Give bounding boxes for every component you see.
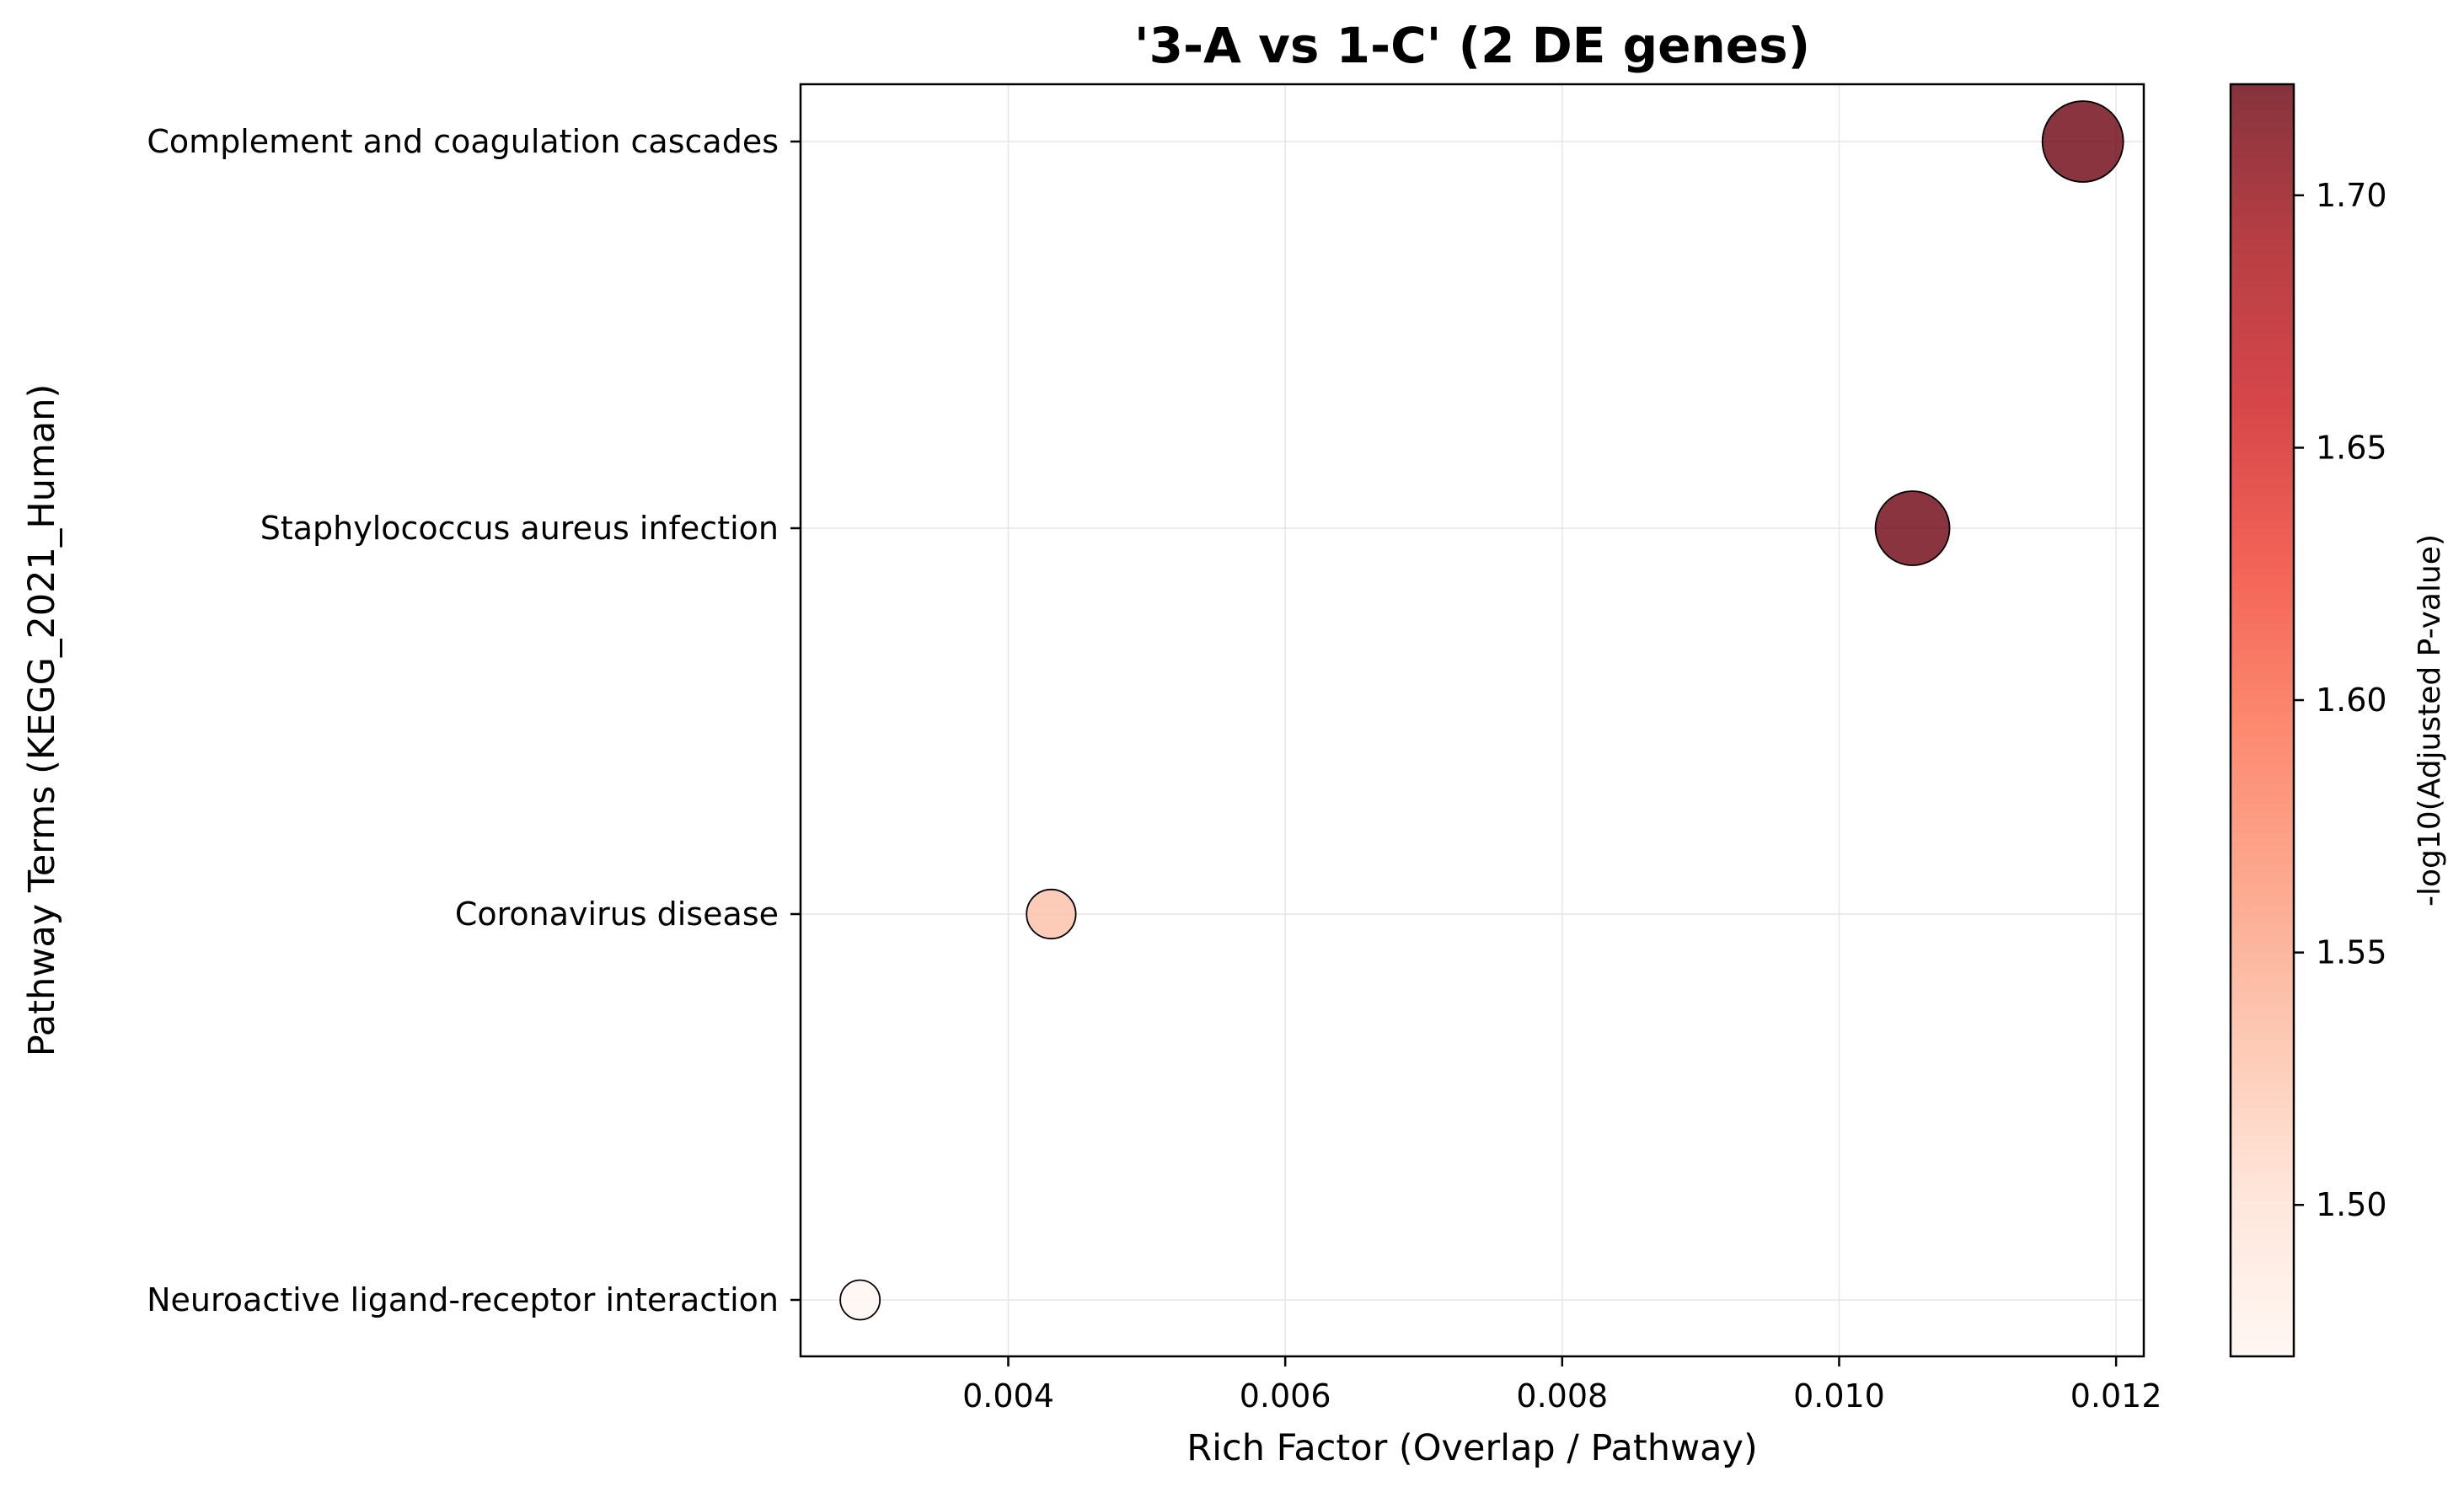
colorbar-tick-label: 1.55 xyxy=(2316,934,2387,971)
y-tick-label: Neuroactive ligand-receptor interaction xyxy=(147,1281,779,1318)
data-point xyxy=(2041,100,2124,183)
data-point xyxy=(1026,888,1077,940)
plot-frame xyxy=(799,83,2145,1358)
y-axis: Complement and coagulation cascades Staph… xyxy=(147,123,801,1318)
colorbar-frame xyxy=(2229,83,2295,1358)
colorbar-tick-label: 1.50 xyxy=(2316,1186,2387,1223)
x-axis: 0.004 0.006 0.008 0.010 0.012 xyxy=(962,1356,2162,1414)
colorbar-label: -log10(Adjusted P-value) xyxy=(2413,534,2447,906)
colorbar-tick-label: 1.70 xyxy=(2316,177,2387,214)
x-axis-label: Rich Factor (Overlap / Pathway) xyxy=(1186,1427,1758,1469)
colorbar: 1.50 1.55 1.60 1.65 1.70 -log10(Adjusted P-v… xyxy=(2229,83,2447,1358)
grid-lines xyxy=(801,84,2144,1356)
x-tick-label: 0.012 xyxy=(2070,1377,2162,1414)
colorbar-tick-label: 1.65 xyxy=(2316,429,2387,466)
plot-area xyxy=(799,83,2145,1358)
data-points xyxy=(839,100,2124,1321)
colorbar-tick-label: 1.60 xyxy=(2316,682,2387,719)
x-tick-label: 0.006 xyxy=(1240,1377,1331,1414)
data-point xyxy=(1874,490,1951,566)
x-tick-label: 0.008 xyxy=(1516,1377,1608,1414)
y-tick-label: Complement and coagulation cascades xyxy=(147,123,779,160)
data-point xyxy=(839,1279,881,1321)
x-tick-label: 0.010 xyxy=(1793,1377,1885,1414)
chart-title: '3-A vs 1-C' (2 DE genes) xyxy=(1134,17,1810,74)
plot-background xyxy=(801,84,2144,1356)
y-tick-label: Coronavirus disease xyxy=(455,896,779,933)
colorbar-ticks: 1.50 1.55 1.60 1.65 1.70 xyxy=(2294,177,2387,1223)
x-tick-label: 0.004 xyxy=(962,1377,1054,1414)
colorbar-gradient xyxy=(2231,84,2294,1356)
y-tick-label: Staphylococcus aureus infection xyxy=(260,510,779,547)
y-axis-label: Pathway Terms (KEGG_2021_Human) xyxy=(21,384,63,1056)
